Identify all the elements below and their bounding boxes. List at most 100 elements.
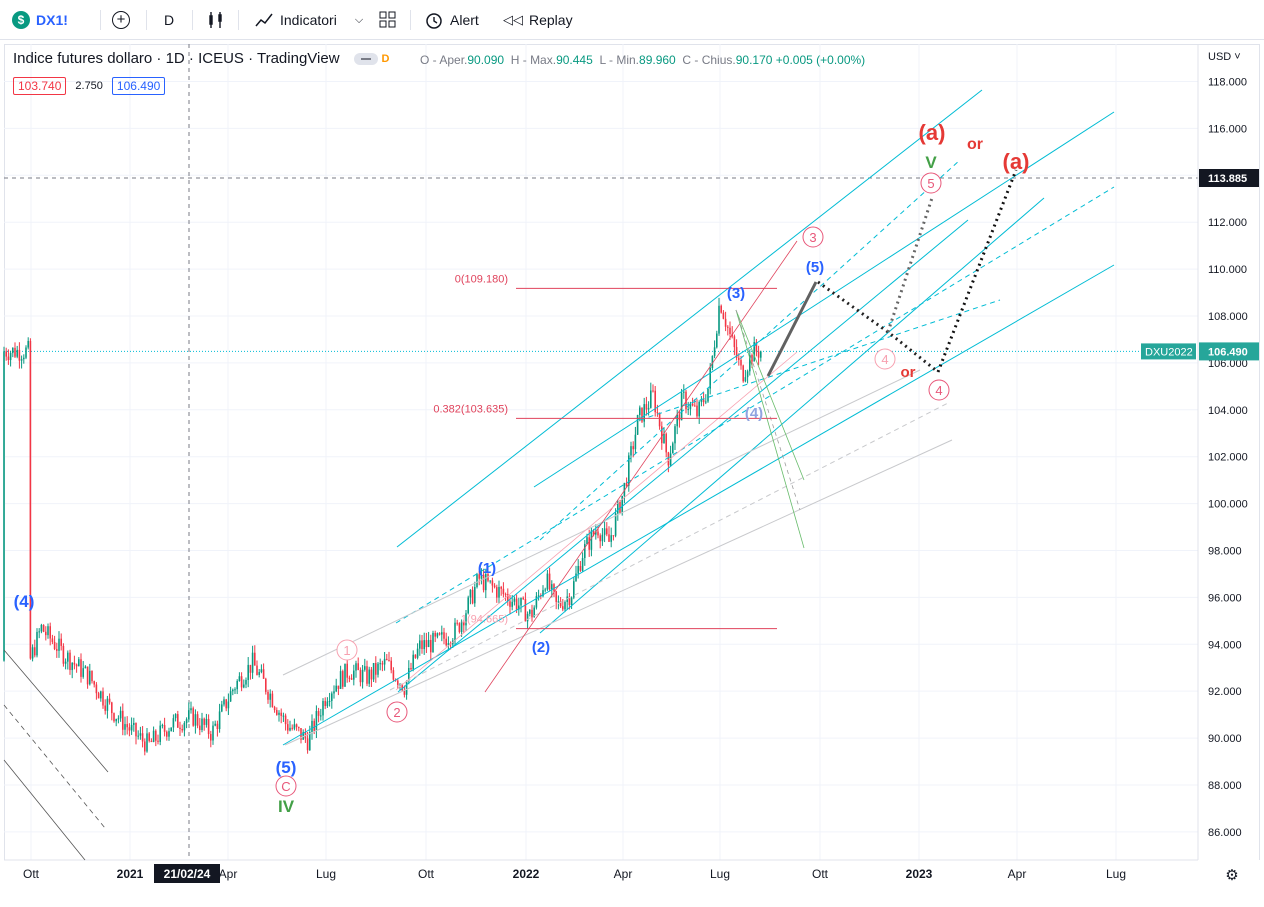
candle-body	[245, 679, 247, 685]
range-diff-value: 2.750	[75, 80, 103, 92]
candle-body	[53, 641, 56, 650]
compare-button[interactable]: +	[112, 8, 136, 32]
candle-body	[106, 698, 109, 711]
candle-body	[713, 347, 716, 356]
candle-body	[251, 652, 254, 673]
candle-body	[610, 535, 612, 542]
candle-body	[40, 624, 43, 632]
candle-body	[676, 414, 678, 427]
candle-body	[619, 501, 621, 513]
replay-button[interactable]: ◁◁ Replay	[503, 8, 573, 32]
candle-body	[401, 684, 403, 691]
candle-body	[559, 601, 562, 607]
candle-body	[645, 404, 648, 410]
candle-body	[515, 598, 518, 610]
candle-body	[311, 720, 313, 733]
wave-circle	[920, 172, 942, 194]
candle-body	[291, 727, 293, 729]
candle-body	[179, 727, 181, 730]
candle-body	[243, 684, 245, 688]
candle-body	[152, 730, 155, 742]
candle-body	[122, 710, 124, 730]
symbol-search-button[interactable]: $ DX1!	[12, 8, 68, 32]
fib-label: 0.382(103.635)	[433, 403, 508, 415]
toolbar-divider	[100, 10, 101, 30]
candle-body	[328, 700, 331, 702]
candle-body	[348, 677, 351, 679]
price-tick-label: 116.000	[1208, 123, 1247, 135]
candle-body	[111, 702, 113, 714]
candle-body	[117, 718, 120, 720]
candle-body	[634, 434, 637, 450]
candle-body	[581, 558, 584, 571]
candle-body	[254, 652, 256, 666]
alert-button[interactable]: Alert	[424, 8, 479, 32]
candle-body	[364, 666, 366, 670]
candle-body	[128, 727, 131, 731]
high-label: H - Max.	[510, 53, 557, 67]
candle-body	[126, 724, 128, 728]
candle-body	[201, 718, 203, 731]
candle-body	[357, 663, 359, 671]
candle-body	[674, 426, 676, 444]
candle-body	[271, 693, 274, 708]
toolbar-divider	[238, 10, 239, 30]
candle-body	[471, 589, 474, 604]
candle-body	[687, 409, 689, 411]
candle-body	[75, 664, 78, 667]
candle-body	[293, 724, 296, 729]
candle-body	[555, 591, 557, 602]
price-tick-label: 106.000	[1208, 358, 1248, 370]
candle-body	[617, 501, 619, 514]
candle-body	[603, 528, 606, 535]
channel-line	[533, 111, 1115, 488]
candle-body	[694, 405, 696, 407]
wave-circle	[874, 348, 896, 370]
candle-body	[454, 622, 456, 641]
currency-label: USD ˅	[1208, 51, 1241, 63]
price-tick-label: 90.000	[1208, 733, 1242, 745]
candle-body	[579, 565, 582, 571]
candle-body	[383, 658, 386, 665]
candle-body	[51, 638, 54, 642]
plus-circle-icon: +	[112, 11, 130, 29]
range-high-value: 106.490	[111, 77, 166, 95]
range-bottom-bar	[0, 895, 1264, 907]
channel-line-gray	[282, 369, 921, 676]
interval-button[interactable]: D	[164, 8, 174, 32]
candle-body	[71, 662, 73, 671]
trend-line-red	[484, 240, 798, 693]
wave-label: (1)	[478, 560, 496, 577]
visibility-toggle[interactable]	[353, 52, 378, 65]
candle-body	[135, 722, 137, 737]
candle-body	[491, 580, 494, 586]
candle-body	[641, 407, 643, 422]
candle-body	[225, 699, 227, 709]
candle-body	[390, 660, 392, 671]
candle-body	[661, 426, 663, 444]
candle-body	[388, 660, 390, 662]
candle-body	[361, 669, 364, 683]
candle-body	[680, 392, 683, 421]
high-value: 90.445	[556, 53, 593, 67]
candle-body	[478, 574, 480, 579]
candle-body	[269, 693, 271, 700]
price-tick-label: 112.000	[1208, 217, 1247, 229]
time-tick-label: Apr	[1008, 867, 1027, 881]
chart-type-button[interactable]	[206, 8, 226, 32]
toolbar-divider	[192, 10, 193, 30]
candle-body	[480, 574, 483, 579]
layouts-button[interactable]	[378, 8, 398, 32]
candle-body	[529, 609, 531, 614]
candle-body	[408, 668, 410, 681]
price-tick-label: 98.000	[1208, 545, 1242, 557]
top-toolbar: $ DX1! + D Indicatori ⌵ Alert ◁◁ Replay	[0, 0, 1264, 40]
indicators-button[interactable]: Indicatori ⌵	[254, 8, 363, 32]
trend-line-dark-dashed	[3, 704, 106, 829]
candle-body	[256, 665, 258, 675]
price-tick-label: 110.000	[1208, 264, 1247, 276]
chevron-down-icon: ⌵	[354, 13, 364, 26]
candle-body	[190, 708, 192, 711]
or-label: or	[967, 136, 983, 153]
